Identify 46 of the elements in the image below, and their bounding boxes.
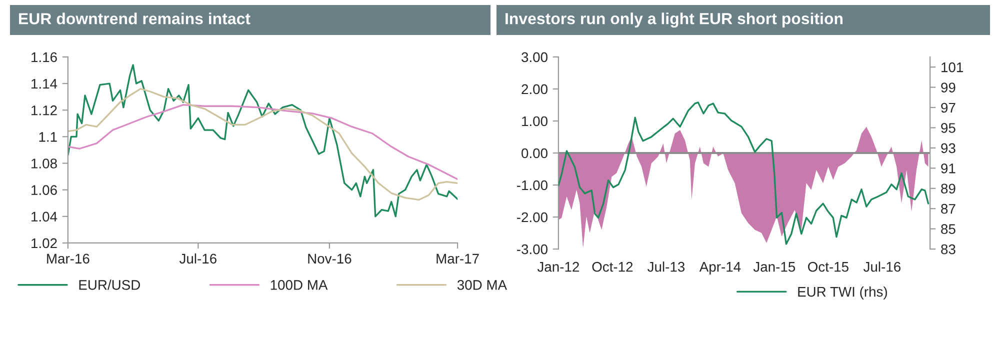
y2-tick-label: 93 <box>941 143 956 154</box>
x-tick-label: Jul-16 <box>179 253 216 264</box>
y-tick-label: -3.00 <box>516 244 548 254</box>
x-tick-label: Mar-16 <box>47 254 90 264</box>
x-tick-label: Oct-12 <box>592 262 633 272</box>
legend-label: 100D MA <box>270 280 328 290</box>
y-tick-label: 1.08 <box>32 158 57 168</box>
y2-tick-label: 89 <box>941 184 956 194</box>
x-tick-label: Jan-12 <box>537 262 579 272</box>
y2-tick-label: 101 <box>942 62 963 72</box>
y-tick-label: 1.04 <box>32 212 58 222</box>
x-tick-label: Apr-14 <box>699 262 741 274</box>
y2-tick-label: 83 <box>941 244 956 254</box>
y2-tick-label: 99 <box>941 82 956 92</box>
y2-tick-label: 87 <box>941 204 956 214</box>
line-series <box>558 102 930 245</box>
y2-tick-label: 97 <box>941 102 956 113</box>
y-tick-label: 1.06 <box>32 185 57 195</box>
chart-title: Investors run only a light EUR short position <box>506 12 842 28</box>
x-tick-label: Jul-13 <box>648 262 685 272</box>
y2-tick-label: 85 <box>941 224 956 234</box>
line-series <box>68 64 458 218</box>
x-tick-label: Jul-16 <box>863 262 900 272</box>
x-tick-label: Oct-15 <box>808 262 848 272</box>
y-tick-label: -2.00 <box>516 212 548 222</box>
legend-label: 30D MA <box>457 280 508 290</box>
x-tick-label: Nov-16 <box>308 254 352 264</box>
legend-label: EUR/USD <box>79 280 140 290</box>
y-tick-label: 3.00 <box>522 52 548 62</box>
y-tick-label: 1.02 <box>32 238 57 248</box>
y-tick-label: 1.16 <box>32 52 57 62</box>
y-tick-label: 1.1 <box>39 132 57 142</box>
line-series <box>68 104 458 180</box>
y-tick-label: 1.12 <box>32 105 57 116</box>
y-tick-label: 2.00 <box>522 84 548 94</box>
x-tick-label: Mar-17 <box>436 254 479 264</box>
y-tick-label: -1.00 <box>516 180 548 190</box>
y2-tick-label: 95 <box>941 123 956 133</box>
y2-tick-label: 91 <box>941 163 956 174</box>
y-tick-label: 1.14 <box>32 79 58 89</box>
chart-title: EUR downtrend remains intact <box>19 12 250 24</box>
x-tick-label: Jan-15 <box>753 262 796 272</box>
line-series <box>68 88 458 201</box>
y-tick-label: 1.00 <box>522 116 548 126</box>
y-tick-label: 0.00 <box>522 148 548 158</box>
legend-label: EUR TWI (rhs) <box>798 286 887 300</box>
